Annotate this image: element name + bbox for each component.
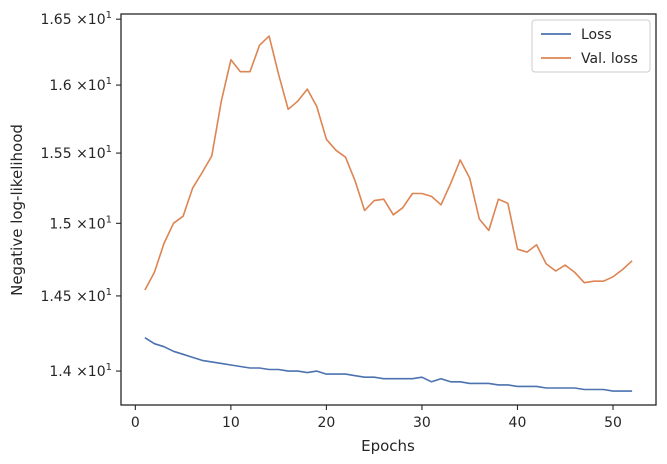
legend-label: Loss xyxy=(581,27,612,43)
x-tick-label: 0 xyxy=(131,415,140,431)
y-tick-label: 1.5 ×101 xyxy=(49,214,112,232)
y-axis: 1.4 ×101 1.45 ×101 1.5 ×101 1.55 ×101 1.6 ×1… xyxy=(40,10,121,380)
x-tick-label: 10 xyxy=(222,415,240,431)
x-axis-label: Epochs xyxy=(361,437,415,455)
x-tick-label: 30 xyxy=(413,415,431,431)
plot-area xyxy=(144,35,633,392)
y-tick-label: 1.6 ×101 xyxy=(49,76,112,94)
series-line-2 xyxy=(144,35,633,291)
legend-label: Val. loss xyxy=(581,51,638,67)
series-line-1 xyxy=(144,337,633,392)
x-tick-label: 20 xyxy=(317,415,335,431)
legend-box xyxy=(531,19,651,73)
y-tick-label: 1.4 ×101 xyxy=(49,362,112,380)
x-tick-label: 40 xyxy=(509,415,527,431)
legend: Loss Val. loss xyxy=(531,19,651,73)
x-axis: 0 10 20 30 40 50 xyxy=(131,405,622,431)
axes-frame xyxy=(120,13,657,406)
y-tick-label: 1.65 ×101 xyxy=(40,10,112,28)
y-axis-label: Negative log-likelihood xyxy=(8,124,26,296)
y-tick-label: 1.55 ×101 xyxy=(40,144,112,162)
x-tick-label: 50 xyxy=(604,415,622,431)
y-tick-label: 1.45 ×101 xyxy=(40,287,112,305)
